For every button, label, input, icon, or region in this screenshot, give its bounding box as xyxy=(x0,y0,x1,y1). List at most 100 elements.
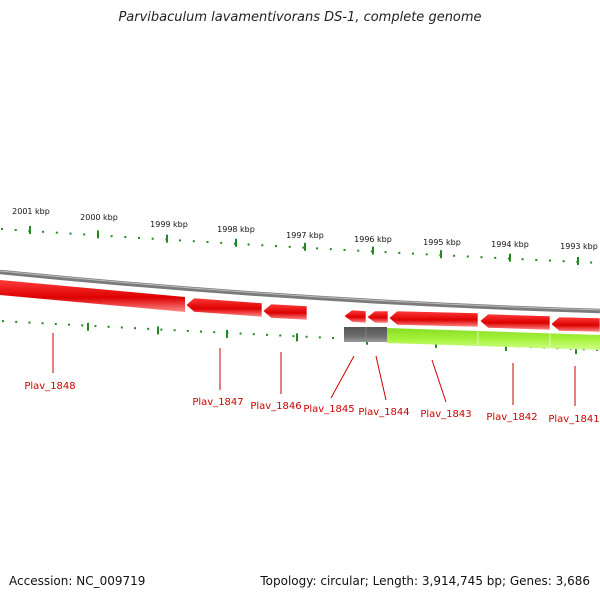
minor-tick xyxy=(521,258,524,261)
minor-tick xyxy=(186,329,189,332)
gene-label: Plav_1845 xyxy=(303,404,354,415)
minor-tick xyxy=(179,239,182,242)
minor-tick xyxy=(83,233,86,236)
minor-tick xyxy=(302,246,305,249)
minor-tick xyxy=(412,252,414,255)
minor-tick xyxy=(507,257,510,260)
minor-tick xyxy=(68,323,70,326)
gene-label: Plav_1848 xyxy=(24,381,75,392)
major-tick xyxy=(235,238,237,247)
minor-tick xyxy=(110,235,113,238)
gene-plav-1848 xyxy=(0,280,185,312)
minor-tick xyxy=(384,251,387,254)
minor-tick xyxy=(124,236,127,239)
gene-plav-1843 xyxy=(388,310,479,328)
major-tick xyxy=(304,242,306,251)
minor-tick xyxy=(2,320,4,323)
gene-label: Plav_1842 xyxy=(486,412,537,423)
gene-label: Plav_1846 xyxy=(250,401,301,412)
minor-tick xyxy=(160,328,163,331)
minor-tick xyxy=(192,240,195,243)
kbp-tick-label: 1998 kbp xyxy=(217,225,255,234)
minor-tick xyxy=(247,243,250,246)
minor-tick xyxy=(213,331,216,334)
major-tick xyxy=(440,250,442,259)
kbp-tick-label: 1995 kbp xyxy=(423,238,461,247)
minor-tick xyxy=(81,324,84,327)
minor-tick xyxy=(316,247,319,250)
minor-tick xyxy=(220,241,223,244)
minor-tick xyxy=(357,249,360,252)
minor-tick xyxy=(466,255,469,258)
major-tick xyxy=(157,326,159,335)
minor-tick xyxy=(494,256,497,259)
kbp-tick-label: 2001 kbp xyxy=(12,207,50,216)
kbp-tick-label: 1997 kbp xyxy=(286,231,324,240)
minor-tick xyxy=(69,232,72,235)
gene-leader-line xyxy=(375,355,387,401)
minor-tick xyxy=(1,228,3,231)
minor-tick xyxy=(173,329,176,332)
minor-tick xyxy=(54,322,57,325)
major-tick xyxy=(29,225,31,234)
minor-tick xyxy=(480,256,483,259)
accession-label: Accession: NC_009719 xyxy=(9,574,146,588)
minor-tick xyxy=(55,231,58,234)
major-tick xyxy=(166,234,168,243)
minor-tick xyxy=(233,242,236,245)
gene-leader-line xyxy=(431,359,447,403)
minor-tick xyxy=(549,259,551,262)
major-tick xyxy=(372,246,374,255)
gene-label: Plav_1843 xyxy=(420,409,471,420)
genome-summary: Topology: circular; Length: 3,914,745 bp… xyxy=(260,574,590,588)
minor-tick xyxy=(239,332,242,335)
gene-plav-1846 xyxy=(262,303,308,321)
minor-tick xyxy=(147,327,150,330)
kbp-tick-label: 1999 kbp xyxy=(150,220,188,229)
minor-tick xyxy=(252,333,255,336)
gene-plav-1844 xyxy=(366,310,389,324)
kbp-tick-label: 1994 kbp xyxy=(491,240,529,249)
gene-plav-1841 xyxy=(550,316,600,333)
minor-tick xyxy=(343,248,346,251)
minor-tick xyxy=(318,336,321,339)
minor-tick xyxy=(292,335,295,338)
minor-tick xyxy=(28,321,31,324)
minor-tick xyxy=(206,241,209,244)
minor-tick xyxy=(200,330,202,333)
minor-tick xyxy=(332,337,334,340)
pseudogene-block xyxy=(344,327,387,342)
minor-tick xyxy=(138,236,140,239)
genome-backbone-highlight xyxy=(0,270,600,311)
genome-title: Parvibaculum lavamentivorans DS-1, compl… xyxy=(118,10,482,25)
gene-plav-1847 xyxy=(185,297,263,318)
kbp-tick-label: 2000 kbp xyxy=(80,213,118,222)
minor-tick xyxy=(261,244,264,247)
major-tick xyxy=(577,256,579,265)
minor-tick xyxy=(305,335,308,338)
major-tick xyxy=(97,230,99,239)
minor-tick xyxy=(425,253,428,256)
minor-tick xyxy=(120,326,123,329)
minor-tick xyxy=(107,325,110,328)
genome-backbone xyxy=(0,269,600,314)
minor-tick xyxy=(535,258,538,261)
minor-tick xyxy=(15,320,18,323)
major-tick xyxy=(509,253,511,262)
gene-label: Plav_1844 xyxy=(358,407,409,418)
minor-tick xyxy=(266,333,268,336)
major-tick xyxy=(296,333,298,342)
gene-label: Plav_1847 xyxy=(192,397,243,408)
minor-tick xyxy=(151,237,154,240)
minor-tick xyxy=(562,260,565,263)
major-tick xyxy=(575,345,577,354)
minor-tick xyxy=(398,251,401,254)
minor-tick xyxy=(329,248,332,251)
minor-tick xyxy=(279,334,282,337)
major-tick xyxy=(87,322,89,331)
gene-leader-line xyxy=(330,355,355,399)
minor-tick xyxy=(370,250,373,253)
gene-plav-1845 xyxy=(343,309,367,324)
minor-tick xyxy=(14,228,17,231)
